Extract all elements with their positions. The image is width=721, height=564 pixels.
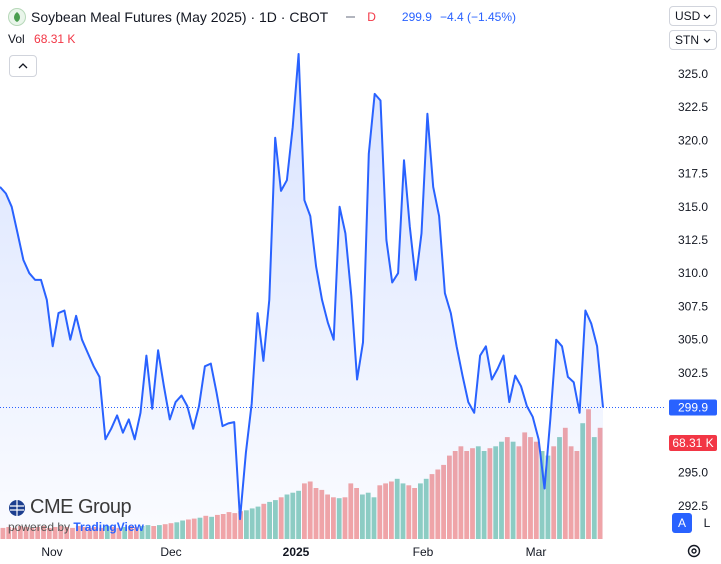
powered-by-text: powered by bbox=[8, 520, 71, 534]
currency-select[interactable]: USD bbox=[669, 6, 717, 26]
y-tick-label: 322.5 bbox=[678, 100, 708, 114]
volume-legend: Vol 68.31 K bbox=[8, 32, 75, 46]
unit-select[interactable]: STN bbox=[669, 30, 717, 50]
x-tick-label: Nov bbox=[41, 545, 62, 559]
powered-by-tradingview[interactable]: powered by TradingView bbox=[8, 520, 144, 534]
volume-label: Vol bbox=[8, 32, 25, 46]
delayed-data-badge[interactable]: D bbox=[367, 10, 376, 24]
chevron-down-icon bbox=[703, 14, 711, 19]
y-tick-label: 315.0 bbox=[678, 200, 708, 214]
last-price-tag: 299.9 bbox=[669, 399, 717, 416]
cme-group-logo[interactable]: CME Group bbox=[8, 496, 132, 519]
y-tick-label: 307.5 bbox=[678, 300, 708, 314]
y-tick-label: 310.0 bbox=[678, 266, 708, 280]
y-tick-label: 305.0 bbox=[678, 333, 708, 347]
y-tick-label: 317.5 bbox=[678, 167, 708, 181]
settings-gear-icon[interactable] bbox=[686, 543, 702, 559]
log-scale-button[interactable]: L bbox=[703, 516, 711, 530]
volume-tag-label: 68.31 K bbox=[672, 436, 713, 450]
chevron-up-icon bbox=[18, 63, 28, 69]
x-tick-label: Dec bbox=[160, 545, 181, 559]
tradingview-brand: TradingView bbox=[73, 520, 144, 534]
chart-header: Soybean Meal Futures (May 2025) · 1D · C… bbox=[8, 6, 516, 28]
last-price-tag-label: 299.9 bbox=[678, 400, 708, 414]
time-axis: Nov Dec 2025 Feb Mar bbox=[41, 545, 546, 559]
price-area-fill bbox=[0, 54, 603, 539]
symbol-title[interactable]: Soybean Meal Futures (May 2025) · 1D · C… bbox=[31, 9, 329, 25]
cme-logo-text: CME Group bbox=[30, 496, 132, 518]
y-tick-label: 325.0 bbox=[678, 67, 708, 81]
volume-value: 68.31 K bbox=[34, 32, 76, 46]
symbol-logo[interactable] bbox=[8, 8, 26, 26]
auto-scale-button[interactable]: A bbox=[672, 513, 692, 533]
volume-tag: 68.31 K bbox=[669, 435, 717, 451]
currency-label: USD bbox=[675, 9, 701, 23]
cme-globe-icon bbox=[9, 499, 25, 516]
y-tick-label: 302.5 bbox=[678, 366, 708, 380]
last-price-value: 299.9 bbox=[401, 10, 432, 24]
minus-icon bbox=[346, 16, 356, 18]
y-tick-label: 295.0 bbox=[678, 466, 708, 480]
collapse-legend-button[interactable] bbox=[9, 55, 37, 77]
y-tick-label: 320.0 bbox=[678, 133, 708, 147]
x-tick-label: 2025 bbox=[283, 545, 310, 559]
y-tick-label: 292.5 bbox=[678, 499, 708, 513]
unit-label: STN bbox=[675, 33, 699, 47]
price-change-value: −4.4 (−1.45%) bbox=[439, 10, 516, 24]
price-line bbox=[0, 53, 604, 521]
y-tick-label: 312.5 bbox=[678, 233, 708, 247]
x-tick-label: Mar bbox=[526, 545, 547, 559]
x-tick-label: Feb bbox=[413, 545, 434, 559]
chevron-down-icon bbox=[703, 38, 711, 43]
